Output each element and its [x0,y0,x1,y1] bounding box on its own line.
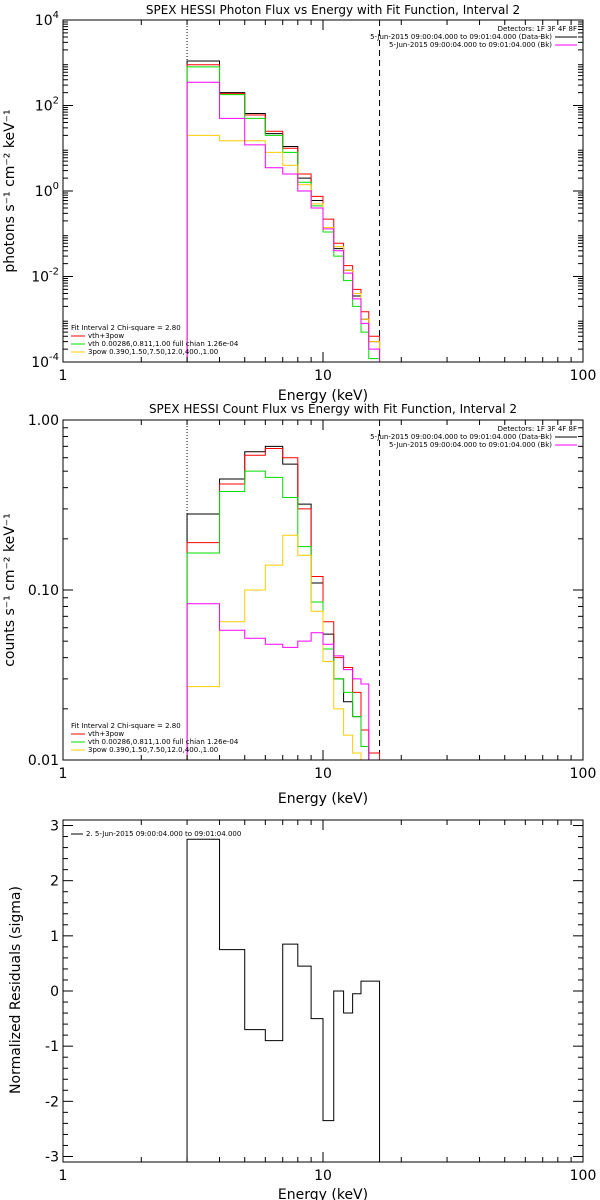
residuals-ytick-label: -3 [45,1149,59,1165]
residuals-xtick-label: 10 [314,1168,332,1184]
photon-flux-fit-legend-entry: vth 0.00286,0.811,1.00 full chian 1.26e-… [88,340,239,348]
count-flux-legend-entry: 5-Jun-2015 09:00:04.000 to 09:01:04.000 … [389,441,552,449]
photon-flux-ticks: 1 10 100 10-4 10-2 100 102 104 [31,10,596,384]
residuals-xtick-label: 1 [59,1168,68,1184]
photon-flux-panel: SPEX HESSI Photon Flux vs Energy with Fi… [2,3,596,404]
count-flux-ytick-label: 0.10 [28,583,59,599]
count-flux-fit-legend-entry: 3pow 0.390,1.50,7.50,12.0,400.,1.00 [88,746,218,754]
count-flux-series-4-line [186,603,390,761]
residuals-xtick-label: 100 [570,1168,597,1184]
photon-flux-legend-entry: 5-Jun-2015 09:00:04.000 to 09:01:04.000 … [370,33,552,41]
photon-flux-series-4-line [186,81,390,363]
photon-flux-series-2-line [186,66,390,363]
residuals-ytick-label: 2 [50,874,59,890]
photon-flux-xtick-label: 100 [570,368,597,384]
photon-flux-ytick-label: 10-2 [31,267,59,286]
count-flux-ylabel: counts s⁻¹ cm⁻² keV⁻¹ [2,513,18,667]
photon-flux-series-1-line [186,64,390,363]
photon-flux-xtick-label: 1 [59,368,68,384]
photon-flux-legends: Detectors: 1F 3F 4F 8F5-Jun-2015 09:00:0… [71,25,577,356]
count-flux-series-3-line [186,534,390,761]
photon-flux-fit-legend-entry: vth+3pow [88,332,124,340]
count-flux-ytick-label: 1.00 [28,413,59,429]
residuals-ylabel: Normalized Residuals (sigma) [8,886,24,1094]
count-flux-series-2-line [186,470,390,761]
photon-flux-series-3-line [186,134,390,363]
photon-flux-legend-entry: 5-Jun-2015 09:00:04.000 to 09:01:04.000 … [389,41,552,49]
count-flux-marks [186,420,390,761]
count-flux-xtick-label: 10 [314,766,332,782]
photon-flux-ylabel: photons s⁻¹ cm⁻² keV⁻¹ [2,109,18,272]
count-flux-fit-legend-entry: vth 0.00286,0.811,1.00 full chian 1.26e-… [88,738,239,746]
photon-flux-ytick-label: 102 [35,96,59,115]
photon-flux-frame [62,19,584,363]
residuals-legend-entry: 2. 5-Jun-2015 09:00:04.000 to 09:01:04.0… [86,830,241,838]
residuals-series-0-line [186,838,381,1162]
residuals-ytick-label: 0 [50,984,59,1000]
count-flux-ticks: 1 10 100 0.01 0.10 1.00 [28,413,597,782]
count-flux-title: SPEX HESSI Count Flux vs Energy with Fit… [149,402,517,416]
photon-flux-ytick-label: 104 [35,10,59,29]
residuals-panel: 1 10 100 -3 -2 -1 0 1 2 3 Energy (keV) Normalized… [8,819,596,1200]
count-flux-xtick-label: 1 [59,766,68,782]
count-flux-legend-entry: 5-Jun-2015 09:00:04.000 to 09:01:04.000 … [370,433,552,441]
photon-flux-xlabel: Energy (keV) [278,388,368,404]
photon-flux-title: SPEX HESSI Photon Flux vs Energy with Fi… [146,3,520,17]
residuals-marks [186,838,381,1162]
count-flux-series-1-line [186,447,390,761]
count-flux-xtick-label: 100 [570,766,597,782]
residuals-ytick-label: -1 [45,1039,59,1055]
photon-flux-fit-legend-header: Fit Interval 2 Chi-square = 2.80 [71,324,181,332]
photon-flux-xtick-label: 10 [314,368,332,384]
photon-flux-ytick-label: 10-4 [31,352,59,371]
count-flux-legends: Detectors: 1F 3F 4F 8F5-Jun-2015 09:00:0… [71,425,577,754]
count-flux-series-0-line [186,445,390,761]
photon-flux-fit-legend-entry: 3pow 0.390,1.50,7.50,12.0,400.,1.00 [88,348,218,356]
residuals-ytick-label: -2 [45,1094,59,1110]
photon-flux-marks [186,20,390,363]
count-flux-panel: SPEX HESSI Count Flux vs Energy with Fit… [2,402,596,807]
residuals-xlabel: Energy (keV) [278,1187,368,1200]
photon-flux-series-0-line [186,60,390,363]
residuals-ticks: 1 10 100 -3 -2 -1 0 1 2 3 [45,819,596,1184]
count-flux-legend-header: Detectors: 1F 3F 4F 8F [498,425,577,433]
residuals-ytick-label: 3 [50,819,59,835]
photon-flux-legend-header: Detectors: 1F 3F 4F 8F [498,25,577,33]
count-flux-xlabel: Energy (keV) [278,791,368,807]
count-flux-fit-legend-header: Fit Interval 2 Chi-square = 2.80 [71,722,181,730]
residuals-legends: 2. 5-Jun-2015 09:00:04.000 to 09:01:04.0… [71,830,241,838]
count-flux-fit-legend-entry: vth+3pow [88,730,124,738]
count-flux-ytick-label: 0.01 [28,753,59,769]
residuals-ytick-label: 1 [50,929,59,945]
photon-flux-ytick-label: 100 [35,181,59,200]
